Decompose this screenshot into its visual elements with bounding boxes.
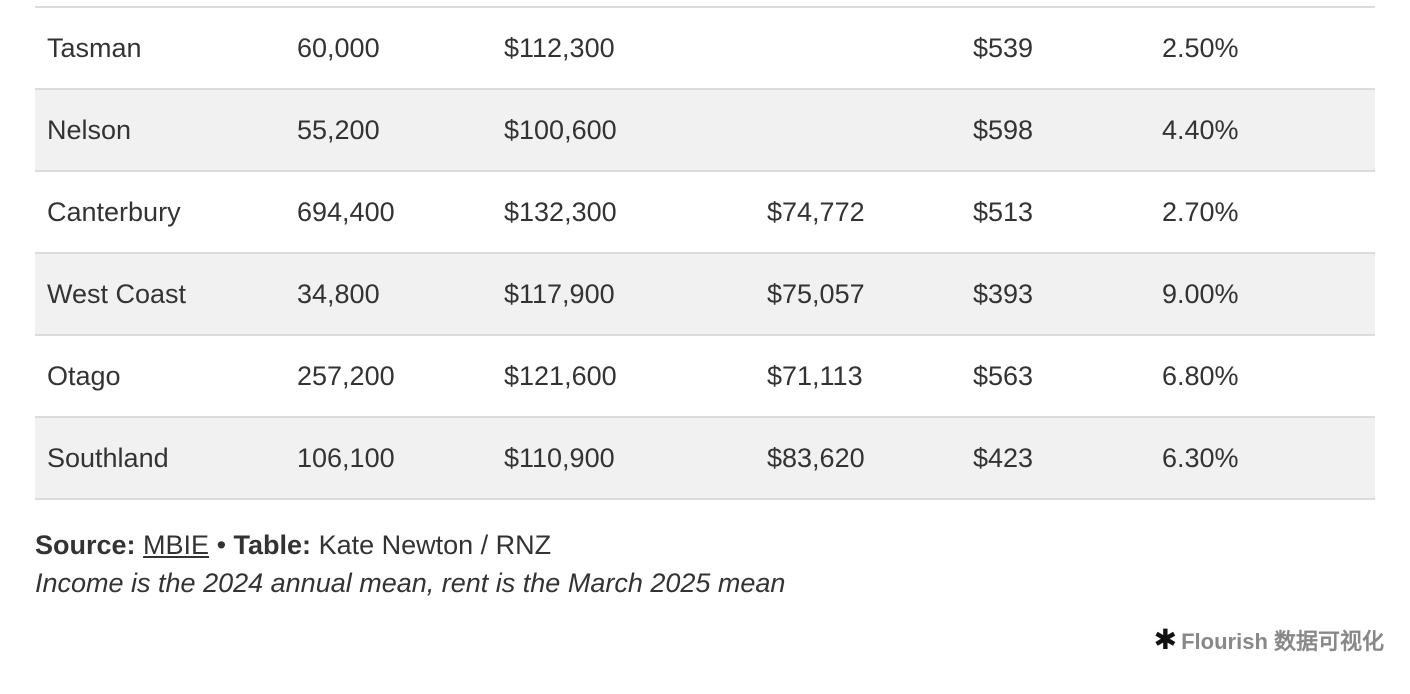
table-cell: 6.80% xyxy=(1162,360,1239,391)
table-cell: $563 xyxy=(973,360,1034,391)
table-cell: $539 xyxy=(973,32,1034,63)
table-cell: $121,600 xyxy=(504,360,617,391)
table-credit: Kate Newton / RNZ xyxy=(318,530,552,560)
region-cell: Southland xyxy=(47,442,169,473)
table-cell: $112,300 xyxy=(504,32,615,63)
table-cell: $71,113 xyxy=(767,360,863,391)
asterisk-star-icon: ✱ xyxy=(1153,624,1178,655)
table-cell: 9.00% xyxy=(1162,278,1239,309)
region-cell: Otago xyxy=(47,360,121,391)
table-row: Otago 257,200 $121,600 $71,113 $563 6.80… xyxy=(35,336,1375,418)
source-line: Source: MBIE • Table: Kate Newton / RNZ xyxy=(35,526,785,564)
table-row: Nelson 55,200 $100,600 $598 4.40% xyxy=(35,90,1375,172)
table-cell: $423 xyxy=(973,442,1034,473)
table-cell: 257,200 xyxy=(297,360,395,391)
table-cell: $393 xyxy=(973,278,1034,309)
table-cell: $83,620 xyxy=(767,442,865,473)
table-row: West Coast 34,800 $117,900 $75,057 $393 … xyxy=(35,254,1375,336)
table-cell: 34,800 xyxy=(297,278,380,309)
brand-name: Flourish 数据可视化 xyxy=(1181,629,1384,654)
table-cell: 106,100 xyxy=(297,442,395,473)
table-cell: 694,400 xyxy=(297,196,395,227)
table-cell: $110,900 xyxy=(504,442,615,473)
table-row: Southland 106,100 $110,900 $83,620 $423 … xyxy=(35,418,1375,500)
table-cell: $74,772 xyxy=(767,196,865,227)
table-cell: 55,200 xyxy=(297,114,380,145)
footnote: Income is the 2024 annual mean, rent is … xyxy=(35,568,786,598)
table-cell: $100,600 xyxy=(504,114,617,145)
table-cell: 6.30% xyxy=(1162,442,1239,473)
table-cell: $75,057 xyxy=(767,278,865,309)
flourish-branding[interactable]: ✱ Flourish 数据可视化 xyxy=(1154,624,1384,656)
table-cell: 2.50% xyxy=(1162,32,1239,63)
region-cell: Canterbury xyxy=(47,196,181,227)
table-label: Table: xyxy=(233,530,312,560)
table-cell: $598 xyxy=(973,114,1034,145)
table-cell: 4.40% xyxy=(1162,114,1239,145)
source-label: Source: xyxy=(35,530,136,560)
table-cell: 60,000 xyxy=(297,32,380,63)
source-link[interactable]: MBIE xyxy=(143,530,210,560)
table-cell: $132,300 xyxy=(504,196,617,227)
region-cell: Nelson xyxy=(47,114,132,145)
region-cell: West Coast xyxy=(47,278,187,309)
separator: • xyxy=(209,530,234,560)
table-cell: $513 xyxy=(973,196,1034,227)
data-table: Tasman 60,000 $112,300 $539 2.50% Nelson… xyxy=(35,6,1375,500)
table-footer: Source: MBIE • Table: Kate Newton / RNZ … xyxy=(35,526,785,602)
region-cell: Tasman xyxy=(47,32,142,63)
table-row: Canterbury 694,400 $132,300 $74,772 $513… xyxy=(35,172,1375,254)
table-cell: $117,900 xyxy=(504,278,615,309)
table-row: Tasman 60,000 $112,300 $539 2.50% xyxy=(35,8,1375,90)
table-cell: 2.70% xyxy=(1162,196,1239,227)
